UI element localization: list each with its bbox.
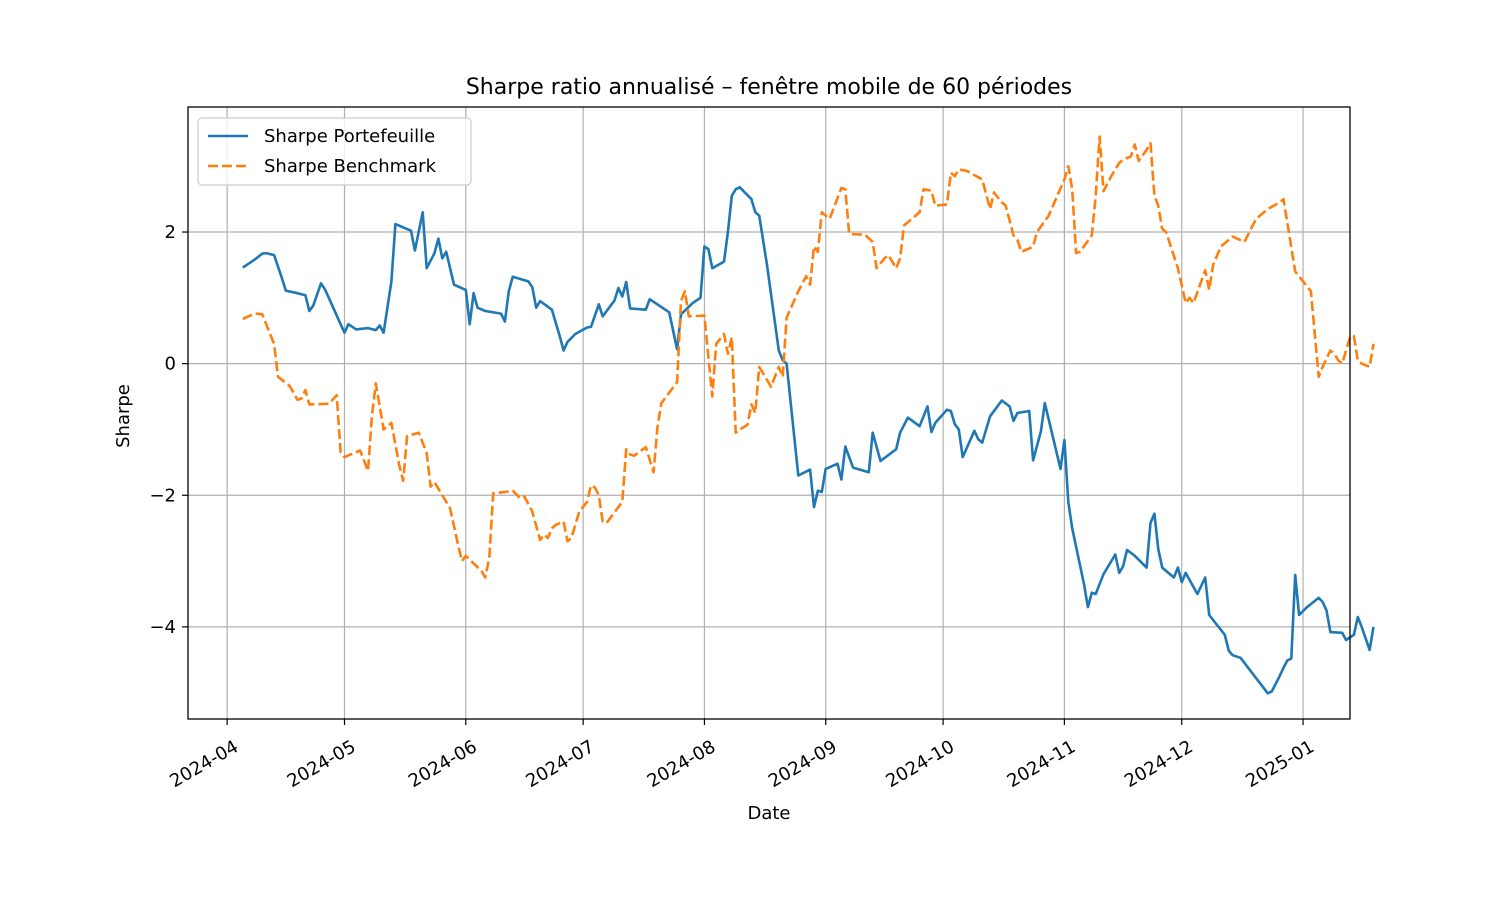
x-tick-label: 2024-07 <box>522 736 598 792</box>
x-tick-label: 2024-04 <box>166 736 242 792</box>
legend-label-benchmark: Sharpe Benchmark <box>264 156 437 177</box>
legend-box <box>197 117 472 186</box>
x-tick-label: 2024-09 <box>765 736 841 792</box>
x-tick-label: 2024-06 <box>405 736 481 792</box>
grid-lines <box>188 107 1350 719</box>
series-line-portefeuille <box>242 186 1375 695</box>
plot-area-frame <box>187 106 1351 720</box>
x-tick-label: 2025-01 <box>1242 736 1318 792</box>
legend: Sharpe Portefeuille Sharpe Benchmark <box>197 117 472 186</box>
x-axis-label: Date <box>747 803 790 824</box>
x-tick-label: 2024-08 <box>644 736 720 792</box>
y-tick-label: −2 <box>149 485 176 506</box>
y-axis: −4 −2 0 2 <box>149 222 188 638</box>
y-tick-label: 2 <box>165 222 176 243</box>
legend-label-portefeuille: Sharpe Portefeuille <box>264 126 435 147</box>
y-tick-label: −4 <box>149 617 176 638</box>
chart-title: Sharpe ratio annualisé – fenêtre mobile … <box>466 75 1072 100</box>
series-line-benchmark <box>242 135 1375 579</box>
series-layer <box>242 135 1375 695</box>
x-tick-label: 2024-12 <box>1121 736 1197 792</box>
x-tick-label: 2024-11 <box>1004 736 1080 792</box>
y-axis-label: Sharpe <box>113 384 134 448</box>
y-tick-label: 0 <box>165 354 176 375</box>
x-tick-label: 2024-10 <box>882 736 958 792</box>
x-tick-label: 2024-05 <box>284 736 360 792</box>
x-axis: 2024-04 2024-05 2024-06 2024-07 2024-08 2024-… <box>166 719 1318 792</box>
